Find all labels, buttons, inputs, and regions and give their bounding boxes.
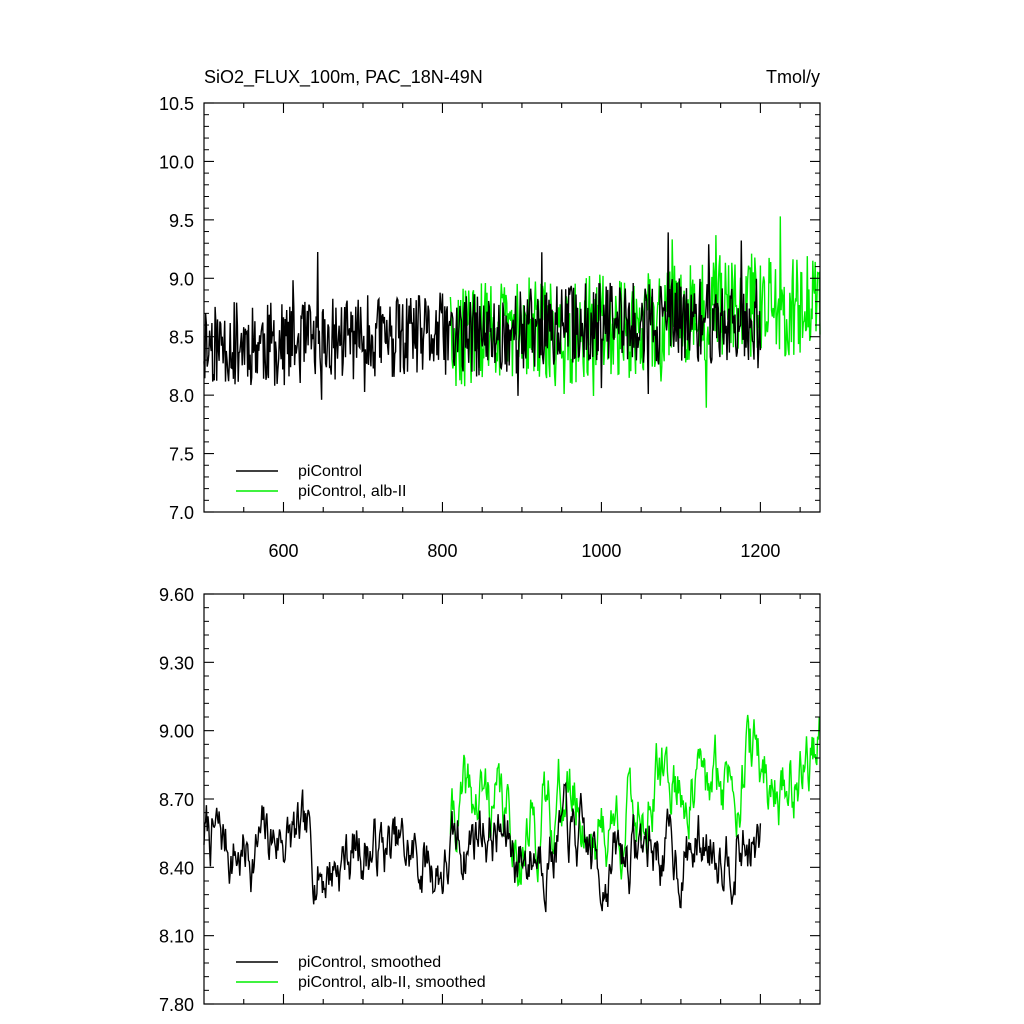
chart-title: SiO2_FLUX_100m, PAC_18N-49N	[204, 67, 483, 88]
legend-label-picontrol-smoothed: piControl, smoothed	[298, 954, 441, 971]
top-series-line-picontrol	[203, 232, 762, 400]
bottom-series-group	[203, 714, 820, 913]
top-xtick-label: 1000	[581, 541, 621, 561]
legend-label-alb-ii-smoothed: piControl, alb-II, smoothed	[298, 974, 486, 991]
bottom-tick-group: 7.80 8.10 8.40 8.70 9.00 9.30 9.60	[159, 585, 820, 1015]
top-tick-group: 7.0 7.5 8.0 8.5 9.0 9.5 10.0 10.5 600 800 1000 1200	[159, 94, 820, 561]
bottom-series-line-picontrol	[203, 781, 762, 913]
legend-label-alb-ii: piControl, alb-II	[298, 483, 407, 500]
top-ytick-label: 10.5	[159, 94, 194, 114]
bottom-ytick-label: 8.70	[159, 790, 194, 810]
top-legend: piControl piControl, alb-II	[236, 463, 407, 500]
bottom-ytick-label: 8.10	[159, 927, 194, 947]
top-series-group	[203, 216, 821, 408]
bottom-ytick-label: 9.60	[159, 585, 194, 605]
top-ytick-label: 8.0	[169, 386, 194, 406]
top-ytick-label: 7.5	[169, 445, 194, 465]
bottom-legend: piControl, smoothed piControl, alb-II, s…	[236, 954, 486, 991]
top-series-line-alb-ii	[449, 216, 821, 408]
top-plot-frame	[203, 102, 821, 513]
top-ytick-label: 8.5	[169, 328, 194, 348]
top-xtick-label: 600	[268, 541, 298, 561]
top-xtick-label: 800	[427, 541, 457, 561]
bottom-ytick-label: 7.80	[159, 995, 194, 1015]
bottom-plot-frame	[203, 593, 821, 1005]
top-ytick-label: 9.5	[169, 211, 194, 231]
bottom-series-line-alb-ii	[449, 714, 820, 887]
legend-label-picontrol: piControl	[298, 463, 362, 480]
top-panel: 7.0 7.5 8.0 8.5 9.0 9.5 10.0 10.5 600 800 1000 1200…	[159, 94, 821, 561]
top-xtick-label: 1200	[740, 541, 780, 561]
bottom-ytick-label: 8.40	[159, 858, 194, 878]
top-ytick-label: 10.0	[159, 152, 194, 172]
units-label: Tmol/y	[766, 67, 820, 87]
top-ytick-label: 9.0	[169, 269, 194, 289]
bottom-panel: 7.80 8.10 8.40 8.70 9.00 9.30 9.60 piControl, …	[159, 585, 821, 1015]
bottom-ytick-label: 9.30	[159, 653, 194, 673]
bottom-ytick-label: 9.00	[159, 722, 194, 742]
top-ytick-label: 7.0	[169, 503, 194, 523]
